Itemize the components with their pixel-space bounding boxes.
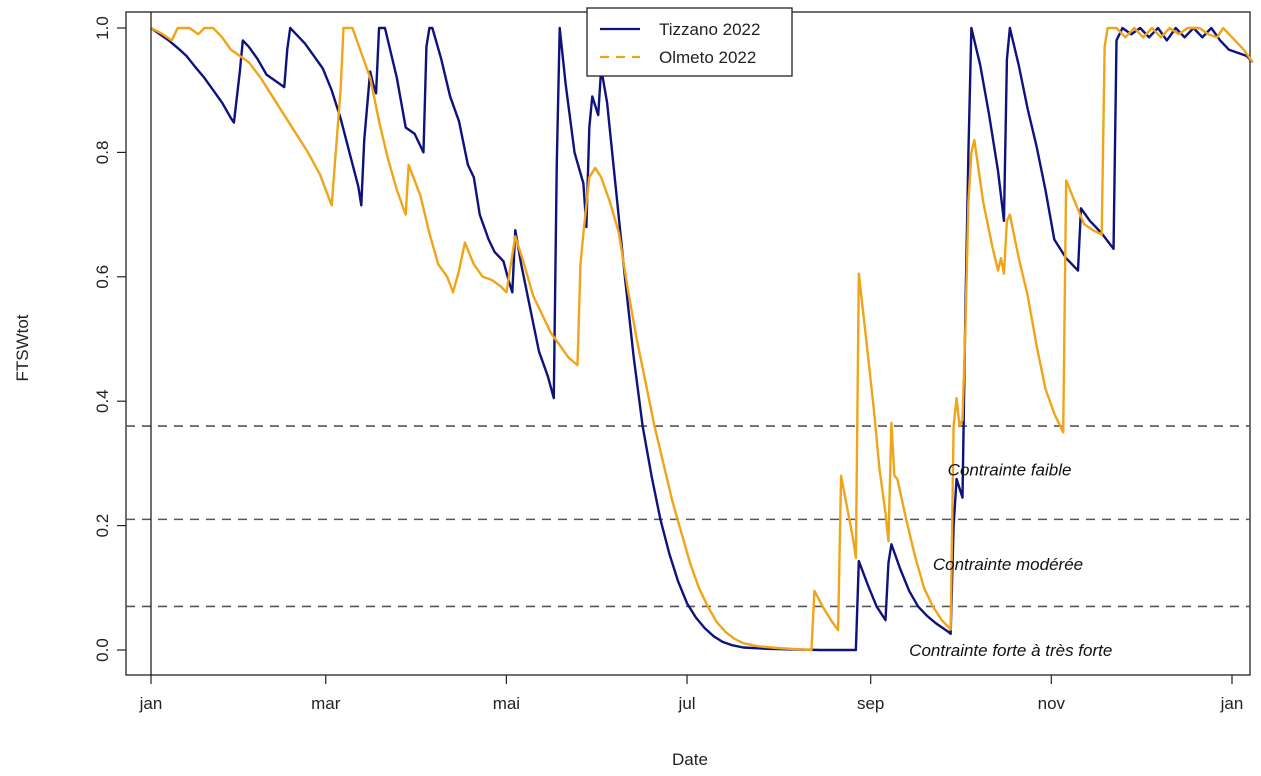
y-tick-label: 1.0 [93,16,112,40]
zone-label: Contrainte faible [948,461,1072,480]
y-tick-label: 0.2 [93,514,112,538]
legend: Tizzano 2022 Olmeto 2022 [586,7,793,77]
y-tick-label: 0.6 [93,265,112,289]
legend-label-olmeto: Olmeto 2022 [659,48,756,67]
x-tick-label: mar [311,694,341,713]
threshold-lines [126,425,1250,608]
series-line-olmeto [150,26,1254,652]
zone-annotations: Contrainte faible Contrainte modérée Contr… [150,12,1112,675]
y-tick-label: 0.0 [93,638,112,662]
plot-area-frame [125,11,1251,676]
legend-label-tizzano: Tizzano 2022 [659,20,760,39]
x-tick-label: mai [493,694,520,713]
x-axis-title: Date [672,750,708,769]
y-axis-title: FTSWtot [13,314,32,381]
x-tick-label: jan [1220,694,1244,713]
x-tick-label: sep [857,694,884,713]
axes: jan mar mai jul sep nov jan 0.0 0.2 0.4 0.6 0.8 1.0 [93,16,1243,713]
x-tick-label: nov [1038,694,1066,713]
y-tick-label: 0.8 [93,141,112,165]
zone-label: Contrainte modérée [933,555,1083,574]
series-lines [150,26,1254,652]
zone-label: Contrainte forte à très forte [909,641,1112,660]
series-line-tizzano [150,26,1254,652]
x-tick-label: jul [678,694,696,713]
legend-box [586,7,793,77]
y-tick-label: 0.4 [93,389,112,413]
x-tick-label: jan [139,694,163,713]
